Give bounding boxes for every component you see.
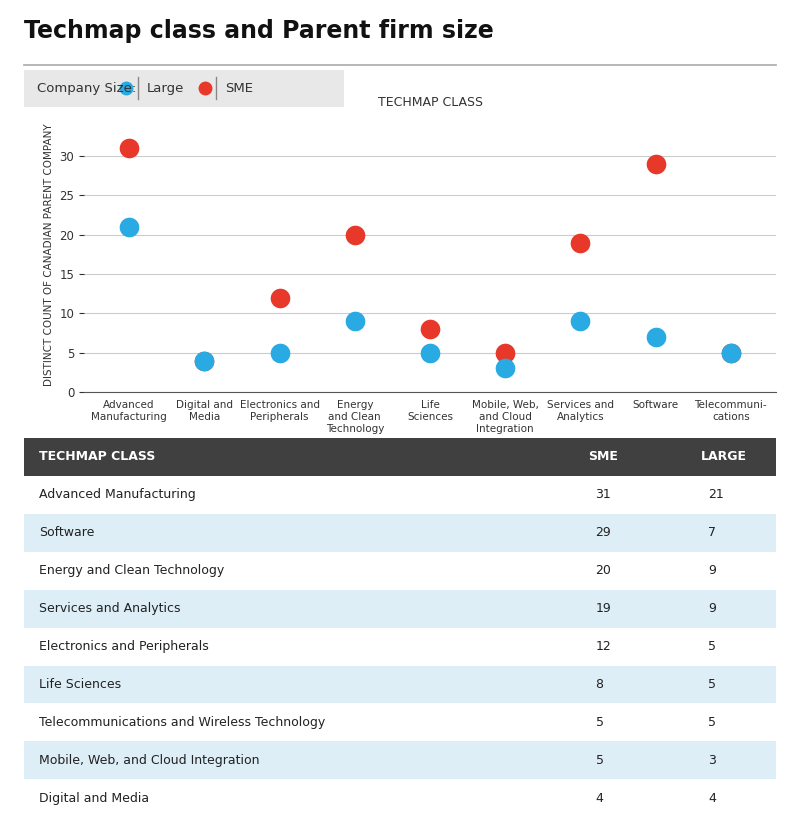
Point bbox=[122, 220, 135, 234]
Text: 7: 7 bbox=[708, 526, 716, 540]
Text: 9: 9 bbox=[708, 564, 716, 577]
Text: Electronics and Peripherals: Electronics and Peripherals bbox=[39, 640, 209, 653]
Text: 5: 5 bbox=[708, 678, 716, 691]
Text: Life Sciences: Life Sciences bbox=[39, 678, 121, 691]
Text: Digital and Media: Digital and Media bbox=[39, 791, 149, 805]
Bar bbox=[24, 741, 776, 779]
Text: 21: 21 bbox=[708, 488, 724, 501]
Text: TECHMAP CLASS: TECHMAP CLASS bbox=[39, 450, 155, 464]
Text: 9: 9 bbox=[708, 602, 716, 615]
Point bbox=[424, 346, 437, 359]
Bar bbox=[24, 704, 776, 741]
Text: 5: 5 bbox=[595, 754, 603, 767]
Bar bbox=[24, 627, 776, 666]
Point bbox=[198, 354, 210, 367]
Point bbox=[273, 346, 286, 359]
Text: 4: 4 bbox=[595, 791, 603, 805]
Point bbox=[273, 291, 286, 304]
Text: 8: 8 bbox=[595, 678, 603, 691]
Title: TECHMAP CLASS: TECHMAP CLASS bbox=[378, 96, 482, 108]
Text: Telecommunications and Wireless Technology: Telecommunications and Wireless Technolo… bbox=[39, 716, 326, 729]
Text: LARGE: LARGE bbox=[701, 450, 747, 464]
Text: 5: 5 bbox=[708, 640, 716, 653]
Text: Services and Analytics: Services and Analytics bbox=[39, 602, 181, 615]
Point bbox=[574, 314, 587, 328]
Bar bbox=[24, 438, 776, 475]
Point bbox=[499, 362, 512, 375]
Point bbox=[725, 346, 738, 359]
Bar bbox=[24, 666, 776, 704]
Point bbox=[348, 314, 361, 328]
Point bbox=[348, 228, 361, 241]
Bar bbox=[24, 590, 776, 627]
Text: Advanced Manufacturing: Advanced Manufacturing bbox=[39, 488, 196, 501]
Bar bbox=[24, 475, 776, 514]
Point bbox=[499, 346, 512, 359]
Text: 31: 31 bbox=[595, 488, 611, 501]
Point bbox=[574, 236, 587, 249]
Text: 5: 5 bbox=[708, 716, 716, 729]
Text: Energy and Clean Technology: Energy and Clean Technology bbox=[39, 564, 224, 577]
Y-axis label: DISTINCT COUNT OF CANADIAN PARENT COMPANY: DISTINCT COUNT OF CANADIAN PARENT COMPAN… bbox=[44, 123, 54, 385]
Text: Company Size:: Company Size: bbox=[37, 82, 136, 95]
Text: 12: 12 bbox=[595, 640, 611, 653]
Bar bbox=[24, 779, 776, 817]
Point bbox=[198, 354, 210, 367]
Point bbox=[424, 323, 437, 336]
Text: 29: 29 bbox=[595, 526, 611, 540]
Text: SME: SME bbox=[226, 82, 254, 95]
Text: 4: 4 bbox=[708, 791, 716, 805]
Text: Mobile, Web, and Cloud Integration: Mobile, Web, and Cloud Integration bbox=[39, 754, 259, 767]
Point bbox=[122, 142, 135, 155]
Point bbox=[650, 158, 662, 171]
Text: Large: Large bbox=[147, 82, 185, 95]
Bar bbox=[24, 514, 776, 552]
Text: SME: SME bbox=[588, 450, 618, 464]
Text: Software: Software bbox=[39, 526, 94, 540]
Text: 20: 20 bbox=[595, 564, 611, 577]
Text: Techmap class and Parent firm size: Techmap class and Parent firm size bbox=[24, 19, 494, 43]
Text: 5: 5 bbox=[595, 716, 603, 729]
Point bbox=[725, 346, 738, 359]
Text: 19: 19 bbox=[595, 602, 611, 615]
Point bbox=[650, 330, 662, 344]
Text: 3: 3 bbox=[708, 754, 716, 767]
Bar bbox=[24, 552, 776, 590]
